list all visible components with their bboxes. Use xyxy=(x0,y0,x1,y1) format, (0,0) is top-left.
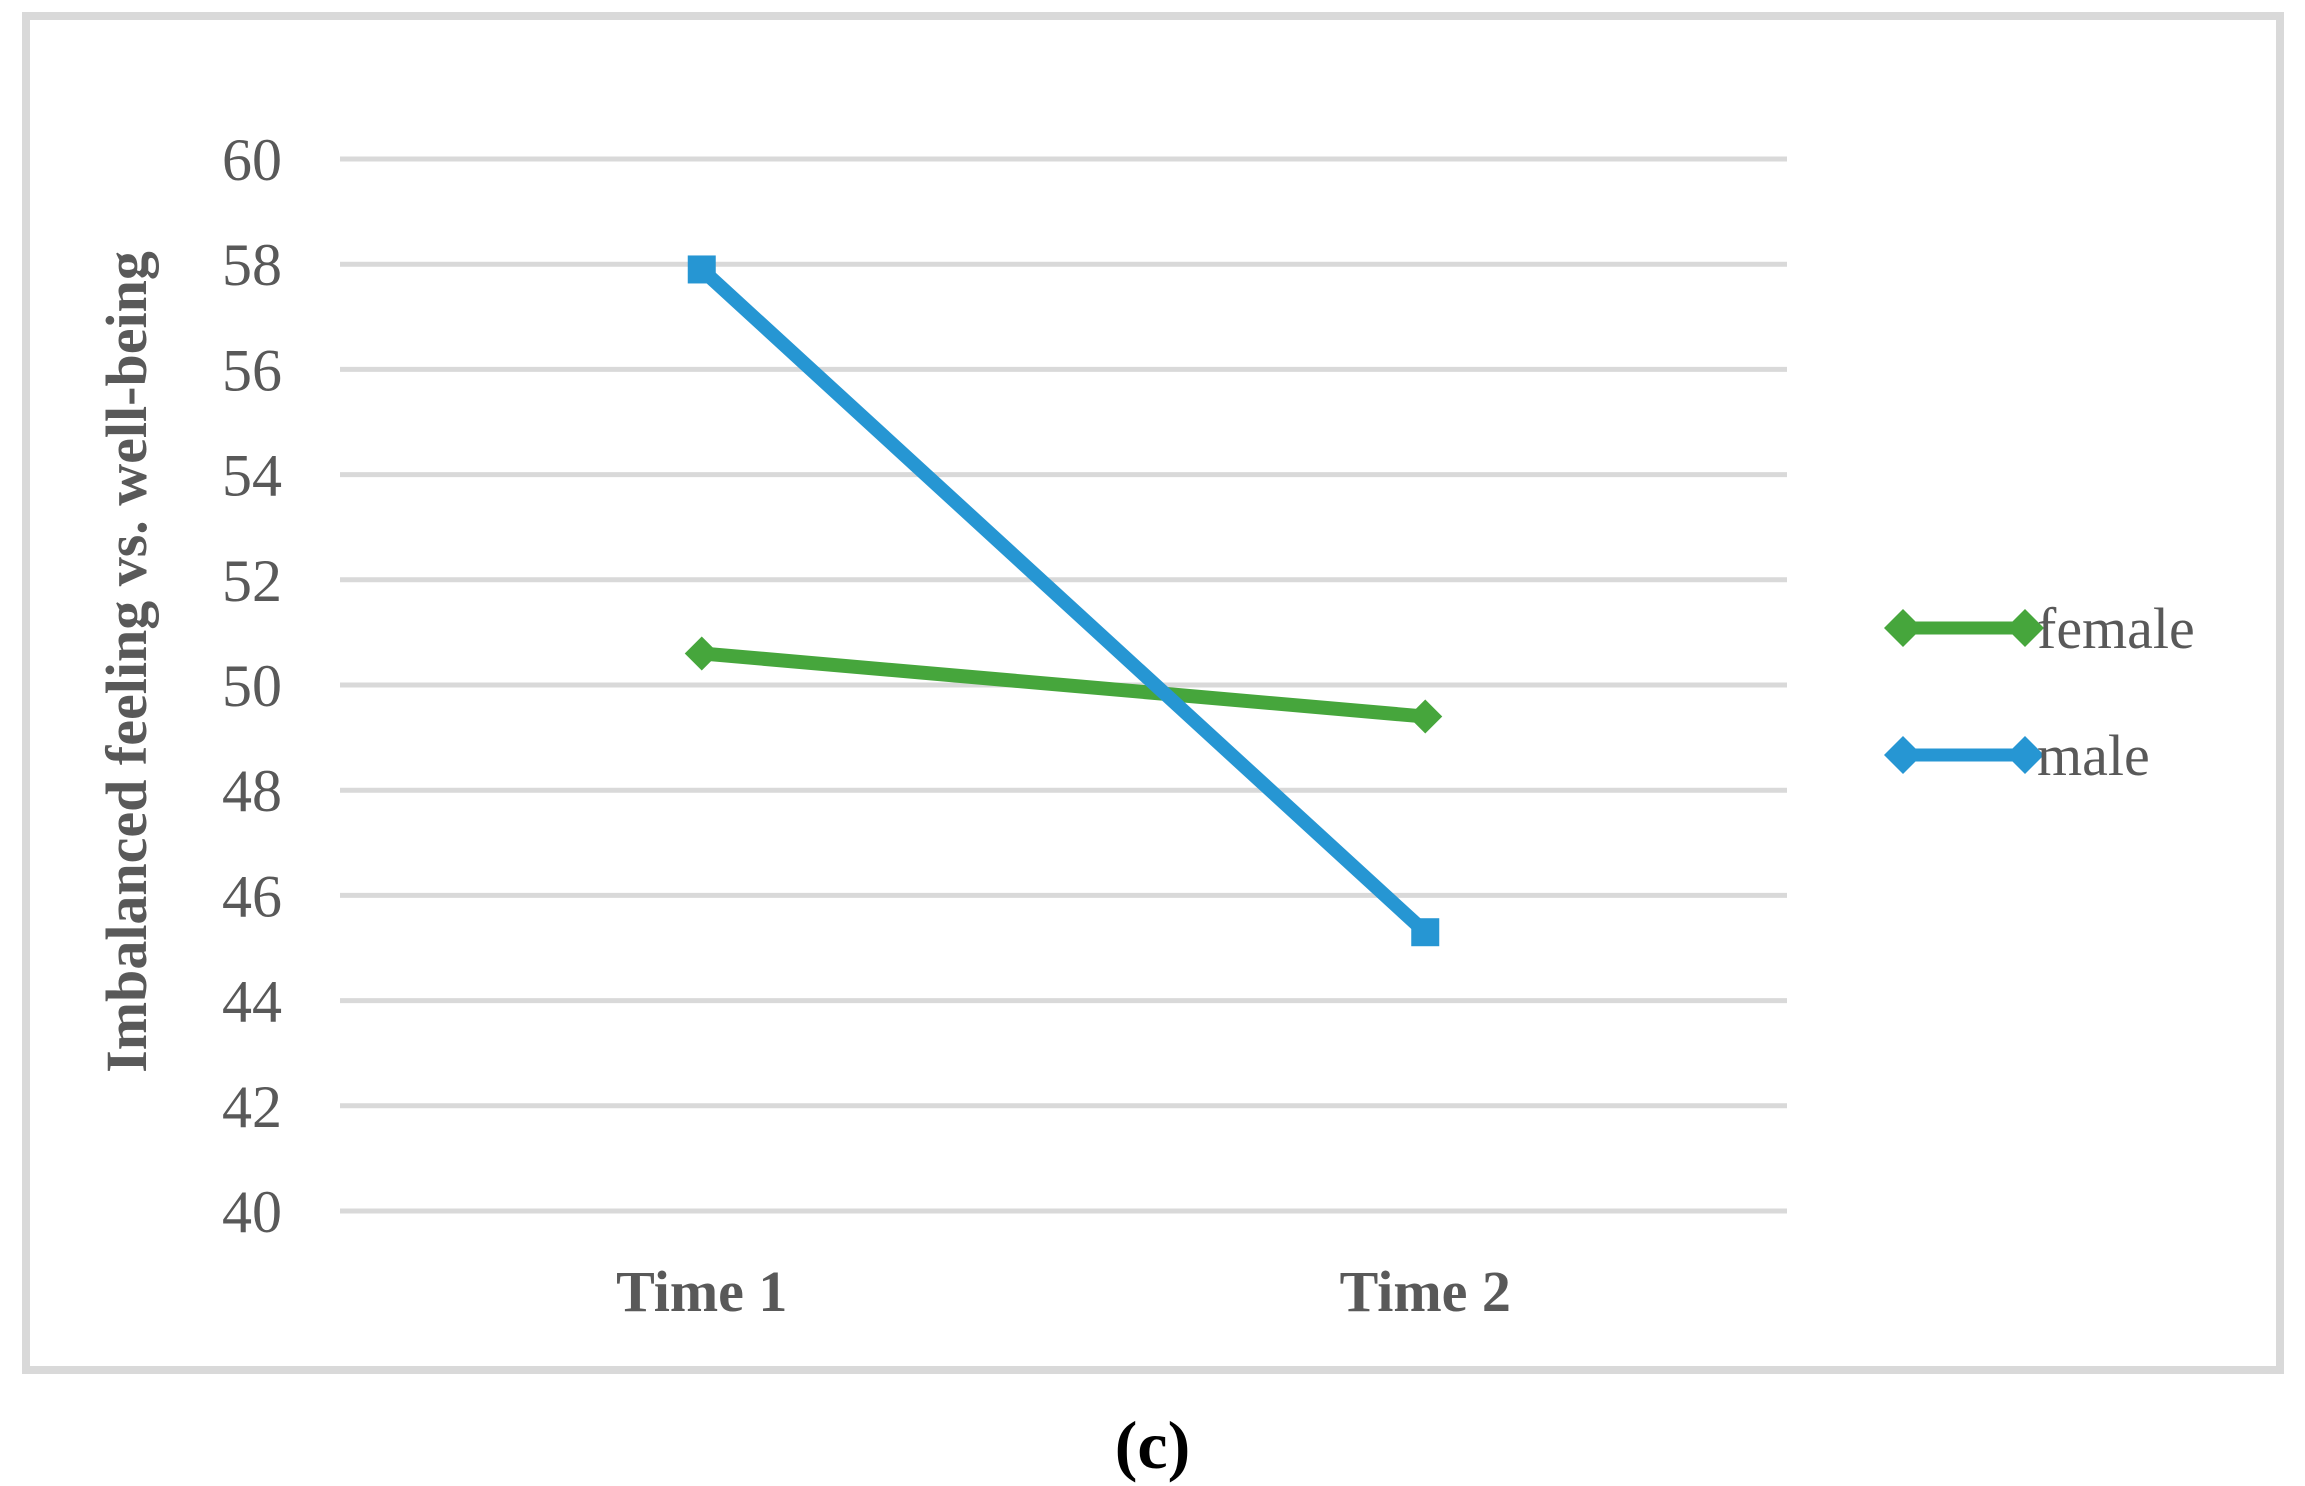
legend-key-marker-female xyxy=(2006,609,2044,647)
y-tick-label: 58 xyxy=(222,232,282,298)
y-tick-label: 44 xyxy=(222,969,282,1035)
y-tick-label: 52 xyxy=(222,548,282,614)
y-tick-label: 48 xyxy=(222,758,282,824)
figure-caption: (c) xyxy=(1114,1407,1191,1483)
series-line-female xyxy=(701,646,1426,724)
y-tick-label: 60 xyxy=(222,127,282,193)
series-line-male xyxy=(697,264,1430,938)
y-tick-label: 46 xyxy=(222,863,282,929)
y-tick-label: 50 xyxy=(222,653,282,719)
marker-male xyxy=(687,255,716,284)
legend-key-marker-male xyxy=(1884,736,1922,774)
marker-female xyxy=(1408,699,1443,734)
marker-male xyxy=(1411,918,1440,947)
y-tick-label: 56 xyxy=(222,337,282,403)
legend-key-marker-male xyxy=(2006,736,2044,774)
x-tick-label: Time 1 xyxy=(616,1259,787,1324)
marker-female xyxy=(684,636,719,671)
y-tick-label: 42 xyxy=(222,1074,282,1140)
x-tick-label: Time 2 xyxy=(1340,1259,1511,1324)
legend-label-male: male xyxy=(2037,723,2150,788)
legend-key-marker-female xyxy=(1884,609,1922,647)
chart-border xyxy=(22,12,2284,1374)
y-axis-title: Imbalanced feeling vs. well-being xyxy=(94,251,159,1073)
legend-label-female: female xyxy=(2037,596,2195,661)
y-tick-label: 40 xyxy=(222,1179,282,1245)
y-tick-label: 54 xyxy=(222,443,282,509)
